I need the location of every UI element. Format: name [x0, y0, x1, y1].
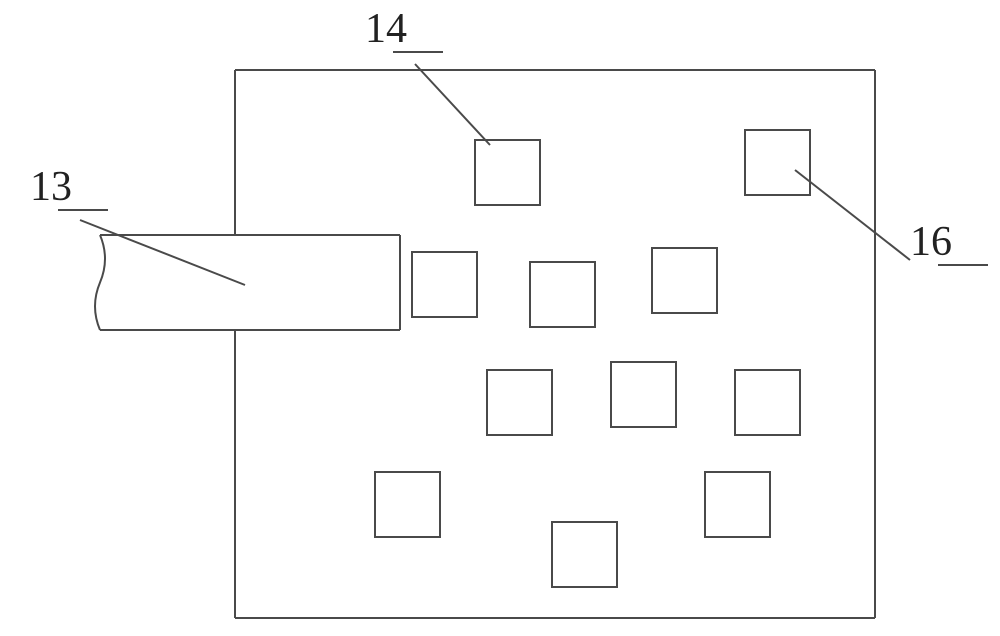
small-box — [475, 140, 540, 205]
small-box — [652, 248, 717, 313]
small-box — [552, 522, 617, 587]
small-box — [487, 370, 552, 435]
callout-14-leader — [415, 64, 490, 145]
small-box — [735, 370, 800, 435]
small-box — [705, 472, 770, 537]
small-box — [412, 252, 477, 317]
callout-16-label: 16 — [910, 219, 952, 265]
handle-break-line — [95, 235, 105, 330]
small-box — [530, 262, 595, 327]
small-box — [745, 130, 810, 195]
small-box — [611, 362, 676, 427]
callout-13-label: 13 — [30, 164, 72, 210]
callout-16-leader — [795, 170, 910, 260]
small-box — [375, 472, 440, 537]
callout-14-label: 14 — [365, 6, 407, 52]
